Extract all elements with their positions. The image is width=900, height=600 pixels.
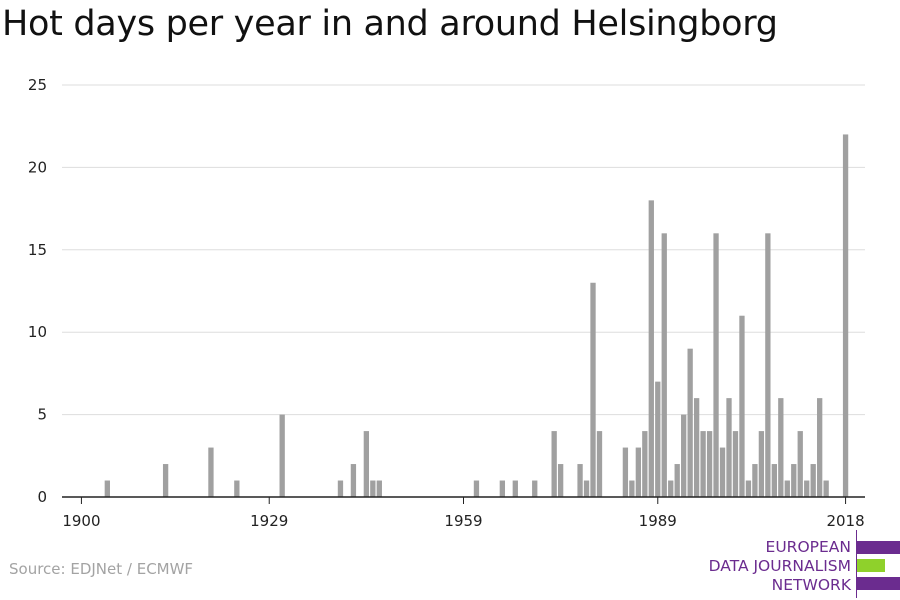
source-note: Source: EDJNet / ECMWF	[9, 560, 194, 578]
bar-1986	[635, 447, 642, 497]
bar-1961	[473, 480, 480, 497]
bar-2000	[726, 398, 732, 497]
y-tick-label-25: 25	[28, 76, 47, 94]
bar-1999	[719, 447, 726, 497]
x-tick-label-1989: 1989	[639, 512, 677, 530]
bar-2014	[817, 398, 823, 497]
logo-line-2: DATA JOURNALISM	[708, 557, 851, 575]
bar-1998	[713, 233, 719, 497]
bar-1944	[363, 431, 370, 497]
bar-2006	[765, 233, 771, 497]
bar-1987	[642, 431, 648, 497]
y-tick-label-10: 10	[28, 323, 47, 341]
logo-divider	[856, 530, 857, 598]
x-tick-label-1959: 1959	[444, 512, 482, 530]
bar-1965	[499, 480, 506, 497]
bar-2009	[784, 480, 790, 497]
bar-1978	[583, 480, 590, 497]
bar-2001	[732, 431, 739, 497]
y-tick-label-5: 5	[37, 406, 47, 424]
bar-2011	[797, 431, 803, 497]
bar-1967	[512, 480, 518, 497]
bar-2010	[791, 464, 797, 497]
x-tick-label-1929: 1929	[250, 512, 288, 530]
bar-1973	[551, 431, 557, 497]
y-tick-label-15: 15	[28, 241, 47, 259]
bar-1946	[376, 480, 382, 497]
bar-1988	[648, 200, 654, 498]
bar-1991	[668, 480, 674, 497]
bar-2018	[842, 134, 849, 497]
logo-line-3: NETWORK	[771, 576, 851, 594]
bar-1996	[700, 431, 706, 497]
bar-1985	[629, 480, 635, 497]
bar-1997	[706, 431, 713, 497]
bar-1977	[577, 464, 583, 497]
logo-bar-top	[857, 541, 900, 554]
bar-2007	[771, 464, 777, 497]
bar-1990	[661, 233, 667, 497]
bar-1979	[590, 282, 596, 497]
axes: 0 5 10 15 20 25 1900 1929 1959 1989 2018	[28, 76, 865, 530]
edjnet-logo: EUROPEAN DATA JOURNALISM NETWORK	[700, 530, 900, 598]
bar-1994	[687, 348, 693, 497]
bar-2015	[823, 480, 829, 497]
logo-bar-bottom	[857, 577, 900, 590]
bar-1992	[674, 464, 680, 497]
bar-chart: 0 5 10 15 20 25 1900 1929 1959 1989 2018	[28, 76, 865, 530]
bar-1920	[208, 447, 214, 497]
chart-title: Hot days per year in and around Helsingb…	[2, 4, 778, 44]
bar-1974	[557, 464, 564, 497]
bar-2005	[758, 431, 765, 497]
bar-1913	[162, 464, 169, 497]
bar-1931	[279, 414, 285, 497]
bar-1942	[350, 464, 357, 497]
bar-1970	[532, 480, 538, 497]
y-tick-label-20: 20	[28, 158, 47, 176]
bar-1984	[622, 447, 629, 497]
bar-2002	[739, 315, 745, 497]
bar-2004	[752, 464, 758, 497]
bar-1995	[693, 398, 700, 497]
bars	[104, 134, 849, 498]
bar-2013	[810, 464, 816, 497]
y-tick-label-0: 0	[37, 488, 47, 506]
bar-2008	[778, 398, 784, 497]
x-tick-label-1900: 1900	[62, 512, 100, 530]
bar-1924	[234, 480, 240, 497]
bar-2003	[745, 480, 752, 497]
logo-bar-middle	[857, 559, 885, 572]
bar-1980	[596, 431, 603, 497]
bar-1940	[337, 480, 344, 497]
bar-1945	[370, 480, 376, 497]
bar-1904	[104, 480, 110, 497]
x-tick-label-2018: 2018	[826, 512, 864, 530]
logo-line-1: EUROPEAN	[765, 538, 851, 556]
bar-1989	[655, 381, 661, 497]
bar-1993	[681, 414, 687, 497]
bar-2012	[804, 480, 810, 497]
